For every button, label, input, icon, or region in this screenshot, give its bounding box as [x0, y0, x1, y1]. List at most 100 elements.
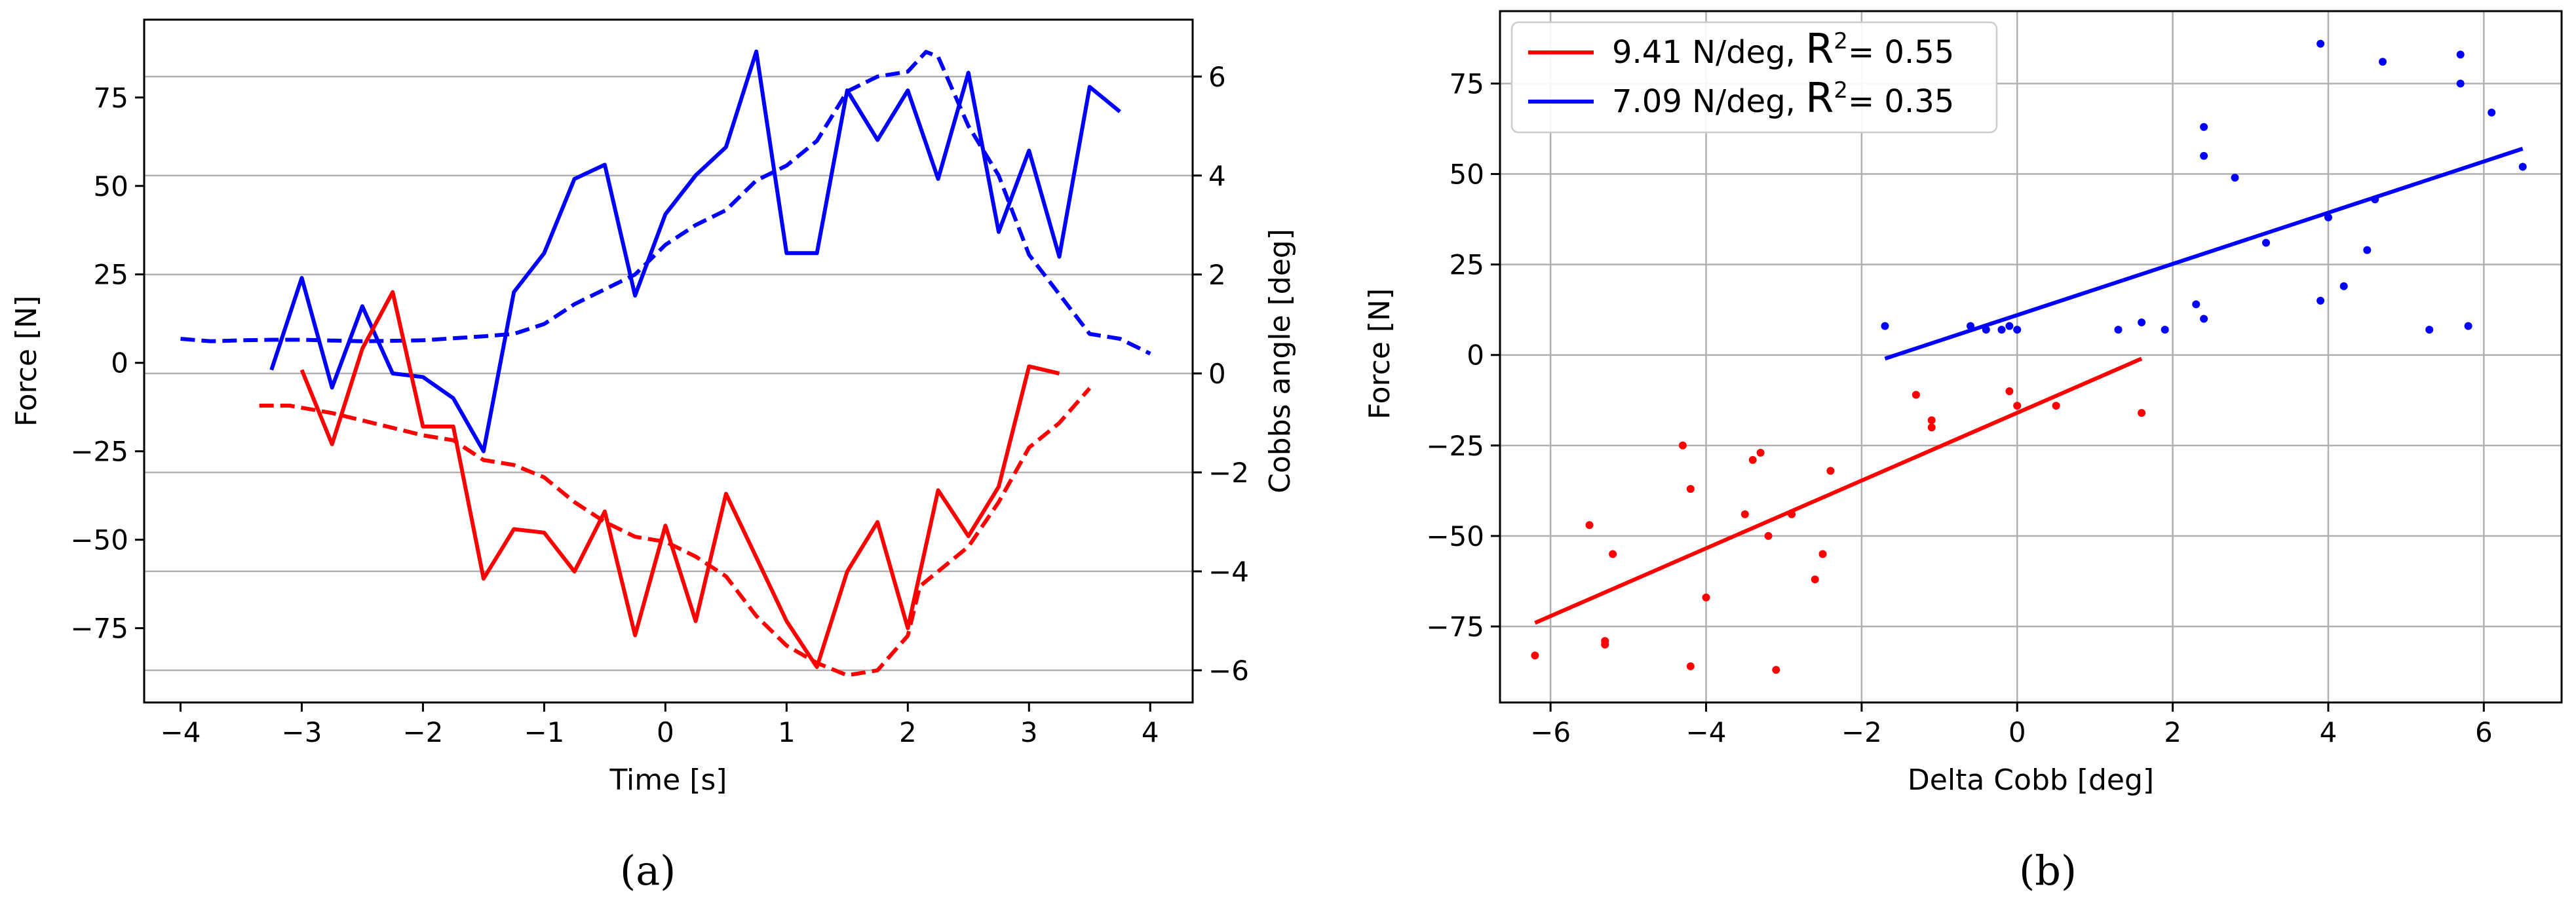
chart-b-frame: [1499, 10, 2563, 704]
legend-r-blue: R: [1805, 74, 1834, 122]
data-point-blue: [2231, 174, 2239, 182]
data-point-red: [1772, 666, 1780, 674]
legend-entry-blue: 7.09 N/deg, R2= 0.35: [1528, 74, 1954, 122]
data-point-blue: [2379, 58, 2387, 66]
chart-b-ytick-label: 75: [1450, 67, 1484, 100]
chart-b-legend: 9.41 N/deg, R2= 0.55 7.09 N/deg, R2= 0.3…: [1510, 21, 1998, 134]
chart-b-ytick-label: 50: [1450, 159, 1484, 191]
data-point-blue: [2161, 326, 2169, 334]
chart-a-ytick-label: −50: [70, 524, 128, 556]
chart-a-xtick-label: −3: [282, 716, 322, 748]
chart-a-ytick-label-right: −6: [1208, 655, 1249, 687]
data-point-red: [1826, 467, 1835, 475]
data-point-blue: [2316, 296, 2325, 305]
chart-b-xtick-label: 2: [2164, 716, 2182, 748]
data-point-red: [1609, 550, 1617, 558]
data-point-blue: [2363, 246, 2372, 254]
data-point-red: [1818, 550, 1827, 558]
data-point-red: [1764, 531, 1773, 540]
data-point-blue: [2013, 326, 2022, 334]
data-point-blue: [2464, 322, 2472, 330]
data-point-blue: [1997, 326, 2006, 334]
legend-entry-red: 9.41 N/deg, R2= 0.55: [1528, 25, 1954, 73]
data-point-blue: [2518, 163, 2527, 171]
chart-a-panel-label: (a): [620, 847, 676, 894]
chart-a-ytick-label: −75: [70, 613, 128, 645]
data-point-red: [1927, 423, 1936, 432]
data-point-red: [1927, 416, 1936, 425]
series-red-dashed-line: [259, 387, 1092, 678]
chart-b-xtick-label: 0: [2009, 716, 2026, 748]
data-point-red: [2005, 387, 2014, 395]
chart-a-ytick-label: 50: [94, 170, 128, 202]
legend-r-value-red: = 0.55: [1848, 34, 1954, 71]
chart-b-xlabel: Delta Cobb [deg]: [1908, 763, 2154, 797]
chart-a-xtick-label: 3: [1020, 716, 1038, 748]
chart-b-ytick-label: −50: [1426, 520, 1484, 552]
data-point-red: [1601, 640, 1609, 649]
legend-text-blue: 7.09 N/deg,: [1612, 83, 1796, 120]
data-point-red: [1686, 662, 1695, 670]
chart-a-y-axis-right: −6 −4 −2 0 2 4 6: [1193, 61, 1249, 687]
chart-b-xtick-label: −2: [1841, 716, 1882, 748]
data-point-red: [1756, 448, 1765, 457]
chart-b-x-axis: −6 −4 −2 0 2 4 6: [1530, 702, 2493, 748]
chart-a-ytick-label-right: 2: [1208, 259, 1226, 291]
chart-a-ytick-label-right: 0: [1208, 358, 1226, 390]
regression-line-red: [1534, 356, 2143, 625]
data-point-blue: [2316, 39, 2325, 48]
chart-b-ytick-label: 25: [1450, 249, 1484, 281]
data-point-blue: [2456, 79, 2465, 88]
data-point-blue: [2324, 213, 2332, 221]
legend-label-blue: 7.09 N/deg, R2= 0.35: [1612, 74, 1954, 122]
chart-a: −4 −3 −2 −1 0 1 2 3 4 −75 −50 −25 0 25 50 75 −6 −4 −2 0 2 4…: [10, 18, 1297, 894]
chart-b-series: [1531, 39, 2527, 674]
data-point-red: [2052, 402, 2060, 410]
legend-box: [1510, 21, 1998, 134]
series-red-solid-line: [299, 290, 1060, 669]
data-point-blue: [2425, 326, 2434, 334]
chart-a-ytick-label-right: 4: [1208, 160, 1226, 192]
chart-b-ytick-label: 0: [1467, 339, 1484, 372]
chart-b-y-axis: −75 −50 −25 0 25 50 75: [1426, 67, 1500, 643]
data-point-red: [1811, 575, 1819, 584]
chart-a-xtick-label: 0: [657, 716, 674, 748]
data-point-red: [2138, 409, 2146, 417]
chart-b-ytick-label: −75: [1426, 611, 1484, 643]
chart-b-ytick-label: −25: [1426, 430, 1484, 462]
data-point-red: [1686, 485, 1695, 493]
chart-a-ytick-label-right: −2: [1208, 457, 1249, 489]
data-point-blue: [1881, 322, 1889, 330]
legend-r-value-blue: = 0.35: [1848, 83, 1954, 120]
chart-a-y-axis: −75 −50 −25 0 25 50 75: [70, 82, 144, 645]
chart-a-xlabel: Time [s]: [609, 763, 727, 797]
chart-a-ytick-label-right: 6: [1208, 61, 1226, 93]
chart-b-xtick-label: −6: [1530, 716, 1571, 748]
legend-r-sup-blue: 2: [1834, 77, 1848, 104]
data-point-blue: [2262, 239, 2270, 247]
data-point-blue: [2005, 322, 2014, 330]
chart-b-xtick-label: 4: [2320, 716, 2337, 748]
legend-r-sup-red: 2: [1834, 28, 1848, 54]
data-point-red: [1585, 521, 1594, 529]
chart-b-xtick-label: −4: [1686, 716, 1727, 748]
chart-a-xtick-label: −2: [402, 716, 443, 748]
chart-b-ylabel: Force [N]: [1363, 288, 1396, 419]
series-blue-dashed-line: [180, 50, 1151, 356]
data-point-red: [1678, 441, 1687, 450]
data-point-blue: [2114, 326, 2123, 334]
chart-a-ytick-label: 25: [94, 259, 128, 291]
chart-a-xtick-label: −1: [524, 716, 564, 748]
chart-a-ylabel: Force [N]: [10, 296, 43, 427]
chart-b-xtick-label: 6: [2475, 716, 2493, 748]
legend-r-red: R: [1805, 25, 1834, 73]
chart-a-x-axis: −4 −3 −2 −1 0 1 2 3 4: [161, 702, 1159, 748]
regression-line-blue: [1884, 147, 2524, 361]
data-point-blue: [2339, 282, 2348, 290]
chart-a-xtick-label: 2: [899, 716, 917, 748]
chart-a-xtick-label: −4: [161, 716, 201, 748]
data-point-blue: [2488, 108, 2496, 117]
data-point-blue: [2456, 50, 2465, 59]
chart-b-panel-label: (b): [2019, 847, 2077, 894]
